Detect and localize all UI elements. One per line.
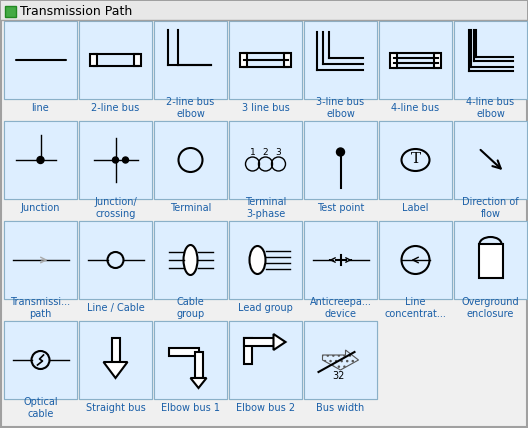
Polygon shape [103,362,127,378]
FancyBboxPatch shape [304,321,377,399]
FancyBboxPatch shape [154,221,227,299]
Text: Elbow bus 2: Elbow bus 2 [236,403,295,413]
FancyBboxPatch shape [79,221,152,299]
FancyBboxPatch shape [4,321,77,399]
FancyBboxPatch shape [454,221,527,299]
FancyBboxPatch shape [4,321,77,399]
FancyBboxPatch shape [304,221,377,299]
FancyBboxPatch shape [434,53,441,68]
FancyBboxPatch shape [79,121,152,199]
Text: 3: 3 [276,148,281,157]
FancyBboxPatch shape [304,121,377,199]
FancyBboxPatch shape [454,21,527,99]
FancyBboxPatch shape [90,54,97,66]
FancyBboxPatch shape [168,348,199,356]
Text: Lead group: Lead group [238,303,293,313]
Text: 2-line bus
elbow: 2-line bus elbow [166,97,214,119]
FancyBboxPatch shape [79,21,152,99]
FancyBboxPatch shape [154,21,227,99]
Text: Anticreepa...
device: Anticreepa... device [309,297,371,319]
FancyBboxPatch shape [229,321,302,399]
FancyBboxPatch shape [243,338,251,364]
FancyBboxPatch shape [154,221,227,299]
FancyBboxPatch shape [4,121,77,199]
FancyBboxPatch shape [79,121,152,199]
FancyBboxPatch shape [1,1,527,20]
FancyBboxPatch shape [4,221,77,299]
Text: Line / Cable: Line / Cable [87,303,144,313]
Text: Junction/
crossing: Junction/ crossing [94,197,137,219]
Circle shape [336,148,344,156]
Text: Label: Label [402,203,429,213]
FancyBboxPatch shape [454,121,527,199]
FancyBboxPatch shape [4,221,77,299]
FancyBboxPatch shape [111,338,119,362]
FancyBboxPatch shape [229,21,302,99]
Text: 3-line bus
elbow: 3-line bus elbow [316,97,364,119]
FancyBboxPatch shape [154,321,227,399]
Text: Bus width: Bus width [316,403,365,413]
FancyBboxPatch shape [79,21,152,99]
Text: 2: 2 [263,148,268,157]
FancyBboxPatch shape [454,121,527,199]
Polygon shape [191,378,206,388]
Text: T: T [410,152,421,166]
FancyBboxPatch shape [4,21,77,99]
FancyBboxPatch shape [379,221,452,299]
Text: Cable
group: Cable group [176,297,205,319]
Circle shape [37,157,44,163]
FancyBboxPatch shape [4,121,77,199]
Text: line: line [32,103,50,113]
FancyBboxPatch shape [79,321,152,399]
Text: 32: 32 [332,371,345,381]
Text: 3 line bus: 3 line bus [242,103,289,113]
FancyBboxPatch shape [5,6,16,17]
Text: 4-line bus
elbow: 4-line bus elbow [466,97,515,119]
FancyBboxPatch shape [229,321,302,399]
FancyBboxPatch shape [229,121,302,199]
Circle shape [122,157,128,163]
FancyBboxPatch shape [229,221,302,299]
FancyBboxPatch shape [304,321,377,399]
FancyBboxPatch shape [134,54,141,66]
FancyBboxPatch shape [229,221,302,299]
FancyBboxPatch shape [379,121,452,199]
FancyBboxPatch shape [304,21,377,99]
FancyBboxPatch shape [154,121,227,199]
Text: 2-line bus: 2-line bus [91,103,139,113]
Polygon shape [274,334,286,350]
Text: Optical
cable: Optical cable [23,397,58,419]
FancyBboxPatch shape [379,21,452,99]
Ellipse shape [250,246,266,274]
Text: Test point: Test point [317,203,364,213]
FancyBboxPatch shape [379,221,452,299]
FancyBboxPatch shape [284,53,291,67]
FancyBboxPatch shape [79,321,152,399]
FancyBboxPatch shape [79,221,152,299]
FancyBboxPatch shape [390,53,397,68]
FancyBboxPatch shape [229,21,302,99]
FancyBboxPatch shape [454,221,527,299]
Text: Overground
enclosure: Overground enclosure [461,297,520,319]
Text: Transmissi...
path: Transmissi... path [11,297,71,319]
FancyBboxPatch shape [243,338,274,346]
FancyBboxPatch shape [454,21,527,99]
Text: Terminal
3-phase: Terminal 3-phase [245,197,286,219]
Text: Elbow bus 1: Elbow bus 1 [161,403,220,413]
FancyBboxPatch shape [154,321,227,399]
FancyBboxPatch shape [229,121,302,199]
Text: Terminal: Terminal [170,203,211,213]
Text: 1: 1 [250,148,256,157]
FancyBboxPatch shape [4,21,77,99]
FancyBboxPatch shape [304,21,377,99]
FancyBboxPatch shape [304,121,377,199]
FancyBboxPatch shape [154,21,227,99]
FancyBboxPatch shape [478,244,503,278]
FancyBboxPatch shape [379,121,452,199]
FancyBboxPatch shape [240,53,247,67]
Text: Straight bus: Straight bus [86,403,145,413]
Text: Direction of
flow: Direction of flow [462,197,519,219]
Ellipse shape [184,245,197,275]
FancyBboxPatch shape [194,352,203,378]
